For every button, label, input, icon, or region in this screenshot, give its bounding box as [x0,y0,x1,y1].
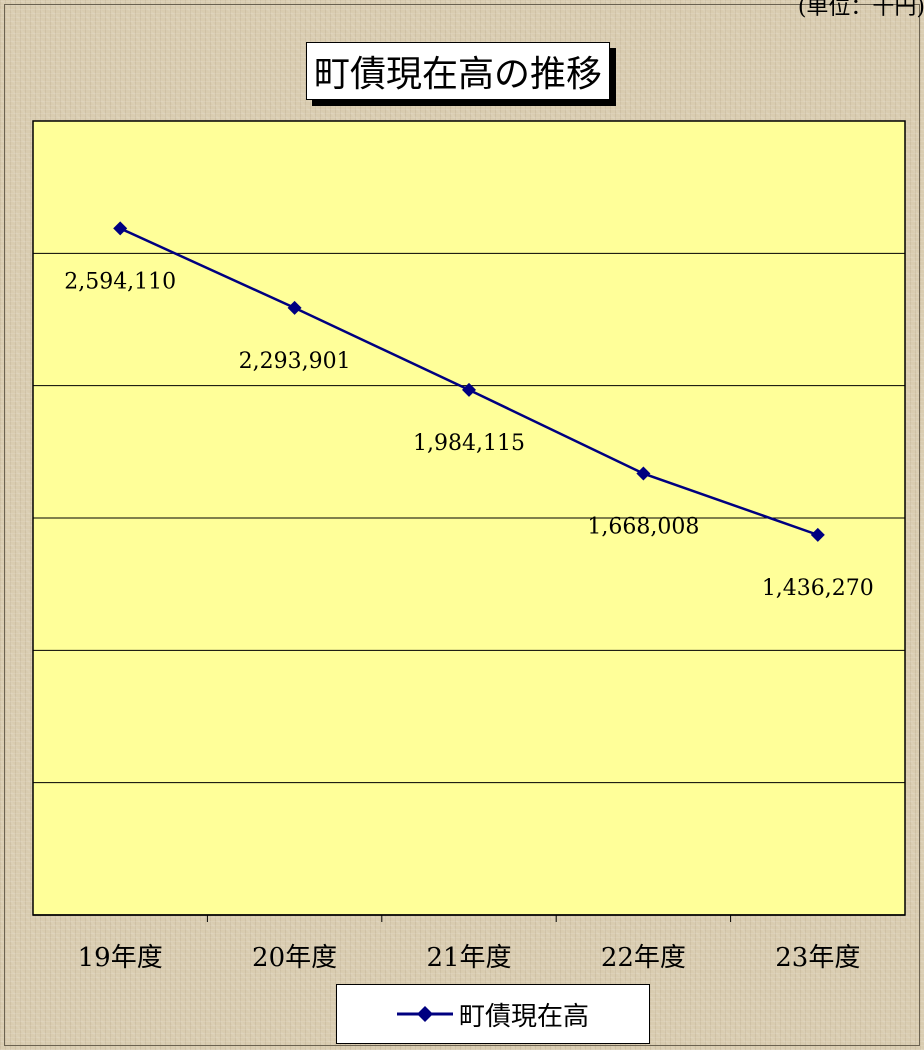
x-tick-label: 23年度 [775,943,860,973]
data-label: 2,293,901 [239,349,351,374]
legend-label: 町債現在高 [459,996,589,1033]
data-label: 2,594,110 [64,269,176,294]
data-label: 1,436,270 [762,576,874,601]
legend: 町債現在高 [336,984,650,1044]
legend-marker-icon [397,1004,453,1024]
data-label: 1,668,008 [587,515,699,540]
x-tick-label: 22年度 [601,943,686,973]
data-label: 1,984,115 [413,431,525,456]
chart-title: 町債現在高の推移 [306,42,610,100]
x-tick-label: 19年度 [78,943,163,973]
x-tick-label: 21年度 [426,943,511,973]
x-tick-label: 20年度 [252,943,337,973]
